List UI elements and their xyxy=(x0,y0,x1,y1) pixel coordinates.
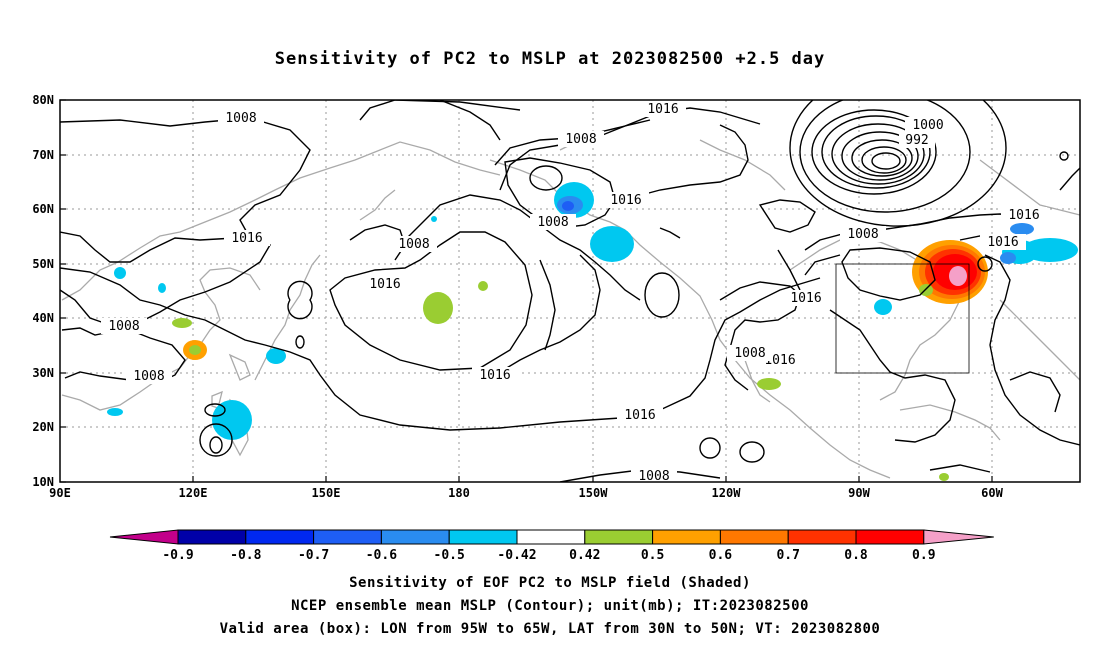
lat-label: 20N xyxy=(32,420,54,434)
contour-label: 1008 xyxy=(847,227,878,242)
colorbar-swatch xyxy=(313,529,382,545)
contour-label: 1008 xyxy=(565,132,596,147)
colorbar-label: 0.7 xyxy=(776,548,799,563)
lon-label: 180 xyxy=(448,486,470,500)
longitude-labels: 90E 120E 150E 180 150W 120W 90W 60W xyxy=(49,486,1003,500)
lon-label: 150E xyxy=(312,486,341,500)
contour-label: 1016 xyxy=(479,368,510,383)
contour-label: 1016 xyxy=(369,277,400,292)
lat-label: 10N xyxy=(32,475,54,489)
latitude-labels: 80N 70N 60N 50N 40N 30N 20N 10N xyxy=(32,93,54,489)
lon-label: 150W xyxy=(579,486,609,500)
colorbar-label: -0.5 xyxy=(434,548,465,563)
contour-label: 1016 xyxy=(624,408,655,423)
contour-label: 1008 xyxy=(225,111,256,126)
colorbar-swatch xyxy=(380,529,450,545)
colorbar-swatch xyxy=(787,529,857,545)
contour-label: 1016 xyxy=(610,193,641,208)
colorbar-label: 0.42 xyxy=(569,548,600,563)
lon-label: 90E xyxy=(49,486,71,500)
footer-line-3: Valid area (box): LON from 95W to 65W, L… xyxy=(219,621,881,637)
contour-label: 1016 xyxy=(1008,208,1039,223)
colorbar-label: -0.42 xyxy=(497,548,536,563)
colorbar-label: 0.9 xyxy=(912,548,935,563)
colorbar-swatch xyxy=(448,529,518,545)
contour-label: 1008 xyxy=(638,469,669,484)
colorbar-arrow-left xyxy=(109,529,179,545)
colorbar-swatch xyxy=(584,529,654,545)
lon-label: 90W xyxy=(848,486,870,500)
map-title: Sensitivity of PC2 to MSLP at 2023082500… xyxy=(274,49,826,69)
colorbar-label: -0.8 xyxy=(230,548,261,563)
colorbar-arrow-right xyxy=(923,529,994,545)
contour-label: 1008 xyxy=(537,215,568,230)
contour-label: 1016 xyxy=(231,231,262,246)
lat-label: 30N xyxy=(32,366,54,380)
footer-line-1: Sensitivity of EOF PC2 to MSLP field (Sh… xyxy=(349,575,751,591)
footer-line-2: NCEP ensemble mean MSLP (Contour); unit(… xyxy=(291,598,809,614)
lat-label: 60N xyxy=(32,202,54,216)
contour-label: 1008 xyxy=(734,346,765,361)
valid-area-box xyxy=(835,263,970,374)
colorbar-swatch xyxy=(855,529,925,545)
contour-label: 1016 xyxy=(987,235,1018,250)
lat-label: 70N xyxy=(32,148,54,162)
colorbar-swatch xyxy=(516,529,586,545)
lat-label: 50N xyxy=(32,257,54,271)
contour-label: 1016 xyxy=(790,291,821,306)
tick-marks xyxy=(60,99,993,483)
colorbar-label: -0.6 xyxy=(366,548,397,563)
colorbar-label: 0.5 xyxy=(641,548,664,563)
colorbar-swatch xyxy=(245,529,315,545)
colorbar-swatch xyxy=(177,529,247,545)
lat-label: 40N xyxy=(32,311,54,325)
map-frame xyxy=(59,99,1081,483)
lat-label: 80N xyxy=(32,93,54,107)
lon-label: 60W xyxy=(981,486,1003,500)
contour-label: 1000 xyxy=(912,118,943,133)
lon-label: 120E xyxy=(179,486,208,500)
colorbar-label: -0.9 xyxy=(162,548,193,563)
contour-label: 1008 xyxy=(133,369,164,384)
colorbar-label: -0.7 xyxy=(298,548,329,563)
colorbar-swatch xyxy=(652,529,721,545)
contour-label: 992 xyxy=(905,133,928,148)
lon-label: 120W xyxy=(712,486,742,500)
contour-label: 1016 xyxy=(647,102,678,117)
colorbar: -0.9 -0.8 -0.7 -0.6 -0.5 -0.42 0.42 0.5 0.6 0.7 0.… xyxy=(109,529,994,563)
colorbar-label: 0.6 xyxy=(709,548,733,563)
colorbar-label: 0.8 xyxy=(844,548,868,563)
map-figure: 1008 1016 1008 1016 1008 1016 1016 1008 … xyxy=(32,93,1081,563)
contour-label: 1008 xyxy=(398,237,429,252)
colorbar-swatch xyxy=(719,529,789,545)
contour-labels: 1008 1016 1008 1016 1008 1016 1016 1008 … xyxy=(101,101,1047,484)
contour-label: 1008 xyxy=(108,319,139,334)
